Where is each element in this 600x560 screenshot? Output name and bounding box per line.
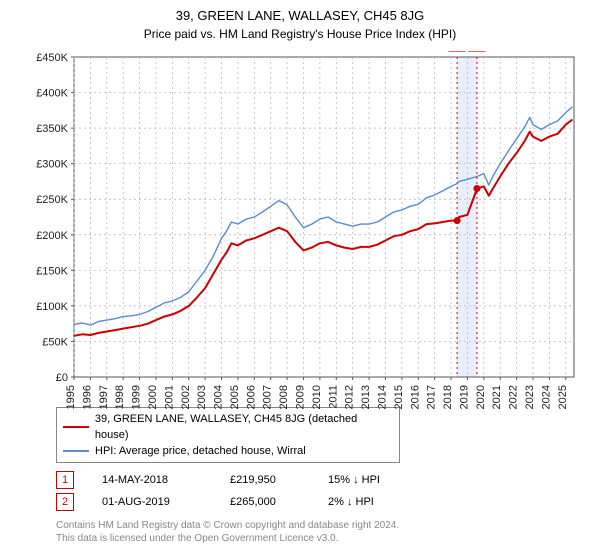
chart-container: 39, GREEN LANE, WALLASEY, CH45 8JG Price… [0, 0, 600, 560]
svg-text:£0: £0 [56, 372, 68, 384]
event-date-1: 14-MAY-2018 [102, 469, 202, 491]
svg-text:2020: 2020 [475, 385, 487, 409]
svg-text:2025: 2025 [557, 385, 569, 409]
svg-text:2002: 2002 [180, 385, 192, 409]
svg-text:2016: 2016 [409, 385, 421, 409]
svg-text:2022: 2022 [508, 385, 520, 409]
svg-text:2012: 2012 [344, 385, 356, 409]
svg-text:£100K: £100K [36, 301, 68, 313]
svg-text:1997: 1997 [98, 385, 110, 409]
event-table: 1 14-MAY-2018 £219,950 15% ↓ HPI 2 01-AU… [56, 469, 588, 513]
svg-text:2024: 2024 [540, 385, 552, 409]
svg-text:2013: 2013 [360, 385, 372, 409]
event-row-2: 2 01-AUG-2019 £265,000 2% ↓ HPI [56, 491, 588, 513]
event-date-2: 01-AUG-2019 [102, 491, 202, 513]
event-badge-2: 2 [56, 493, 74, 511]
svg-text:2004: 2004 [213, 385, 225, 409]
event-row-1: 1 14-MAY-2018 £219,950 15% ↓ HPI [56, 469, 588, 491]
svg-text:2018: 2018 [442, 385, 454, 409]
svg-text:2001: 2001 [163, 385, 175, 409]
svg-text:2021: 2021 [491, 385, 503, 409]
page-title: 39, GREEN LANE, WALLASEY, CH45 8JG [12, 8, 588, 23]
svg-text:£150K: £150K [36, 265, 68, 277]
footer-text: Contains HM Land Registry data © Crown c… [56, 519, 588, 545]
svg-text:1998: 1998 [114, 385, 126, 409]
footer-line-1: Contains HM Land Registry data © Crown c… [56, 519, 588, 532]
svg-text:£200K: £200K [36, 230, 68, 242]
svg-text:2017: 2017 [426, 385, 438, 409]
footer-line-2: This data is licensed under the Open Gov… [56, 532, 588, 545]
svg-text:£350K: £350K [36, 123, 68, 135]
svg-text:£250K: £250K [36, 194, 68, 206]
svg-text:2011: 2011 [327, 385, 339, 409]
chart-svg: £0 £50K £100K £150K £200K £250K £300K £350K £400… [28, 51, 580, 451]
svg-text:2014: 2014 [376, 385, 388, 409]
svg-text:£400K: £400K [36, 88, 68, 100]
svg-text:2023: 2023 [524, 385, 536, 409]
svg-text:2006: 2006 [245, 385, 257, 409]
svg-text:1996: 1996 [81, 385, 93, 409]
page-subtitle: Price paid vs. HM Land Registry's House … [12, 27, 588, 41]
svg-text:£450K: £450K [36, 52, 68, 64]
svg-text:1995: 1995 [65, 385, 77, 409]
svg-text:2009: 2009 [295, 385, 307, 409]
svg-text:2008: 2008 [278, 385, 290, 409]
event-badge-1: 1 [56, 471, 74, 489]
svg-text:2010: 2010 [311, 385, 323, 409]
svg-text:£50K: £50K [42, 336, 68, 348]
event-price-1: £219,950 [230, 469, 300, 491]
event-pct-2: 2% ↓ HPI [328, 491, 374, 513]
svg-text:2015: 2015 [393, 385, 405, 409]
plot-area: £0 £50K £100K £150K £200K £250K £300K £350K £400… [28, 51, 580, 401]
svg-text:1999: 1999 [131, 385, 143, 409]
svg-text:2003: 2003 [196, 385, 208, 409]
svg-text:2000: 2000 [147, 385, 159, 409]
event-price-2: £265,000 [230, 491, 300, 513]
svg-text:£300K: £300K [36, 159, 68, 171]
svg-text:2019: 2019 [458, 385, 470, 409]
svg-text:2005: 2005 [229, 385, 241, 409]
event-pct-1: 15% ↓ HPI [328, 469, 380, 491]
svg-text:2007: 2007 [262, 385, 274, 409]
